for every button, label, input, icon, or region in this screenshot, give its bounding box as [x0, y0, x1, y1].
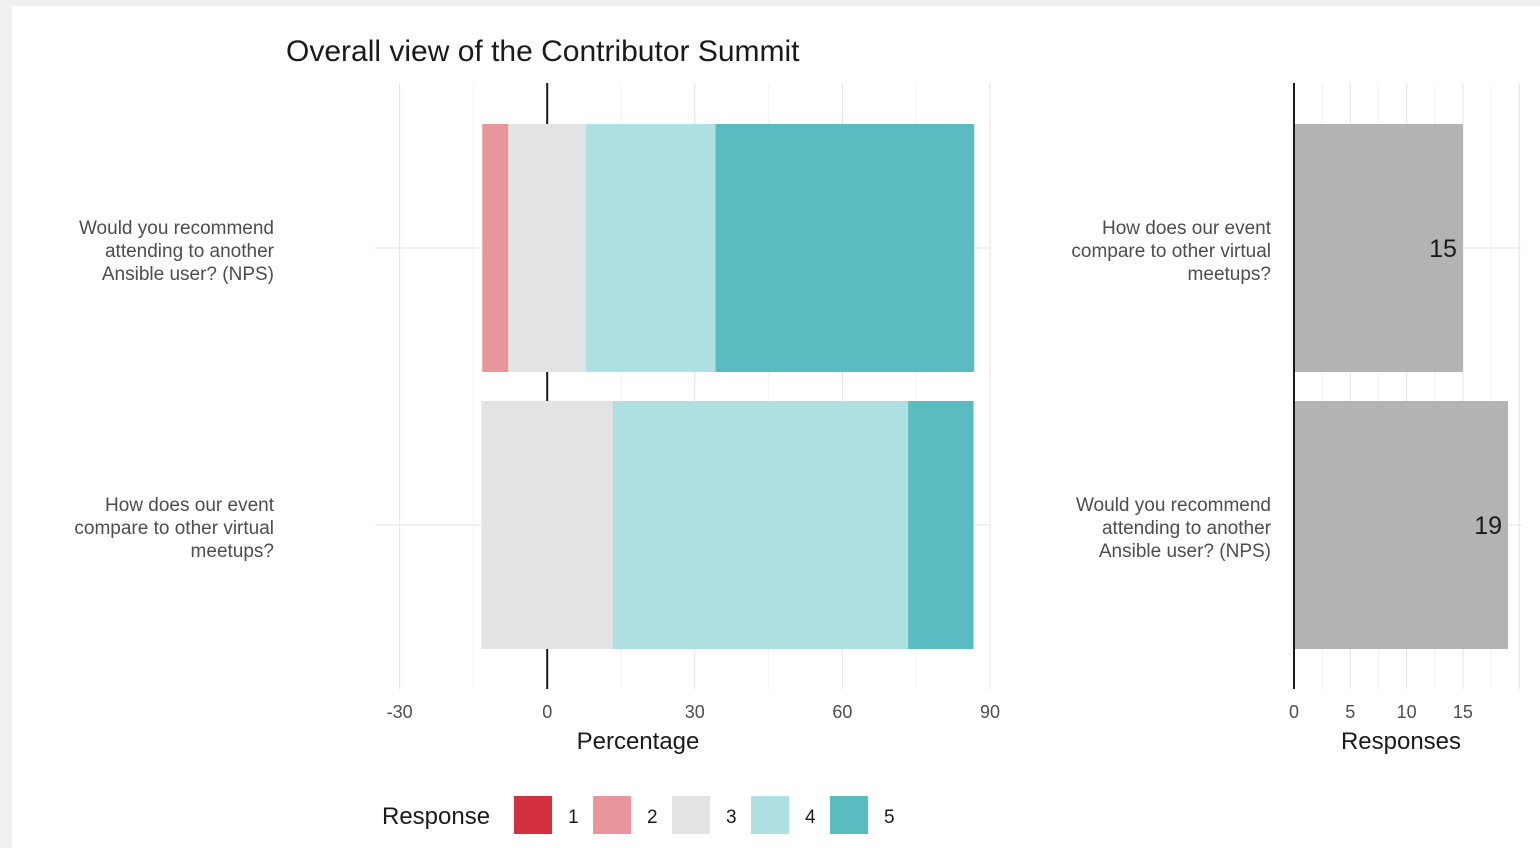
left-x-tick-label: 30: [685, 702, 705, 722]
legend-label-4: 4: [805, 807, 816, 828]
response-count-label: 15: [1429, 235, 1457, 263]
legend-label-3: 3: [726, 807, 737, 828]
legend-key-3: [672, 796, 710, 834]
response-count-bar: [1294, 401, 1508, 649]
response-count-label: 19: [1474, 512, 1502, 540]
legend-label-5: 5: [884, 807, 895, 828]
legend-key-5: [830, 796, 868, 834]
left-axis: Would you recommend attending to another A…: [74, 218, 1000, 722]
legend-key-1: [514, 796, 552, 834]
right-axis: How does our event compare to other virtu…: [1071, 83, 1473, 722]
legend-label-1: 1: [568, 807, 579, 828]
legend-title: Response: [382, 803, 490, 830]
left-x-tick-label: -30: [387, 702, 413, 722]
right-x-tick-label: 10: [1397, 702, 1417, 722]
left-stacked-bars: [481, 124, 975, 649]
bar-segment-response-2: [482, 124, 509, 372]
left-x-tick-label: 0: [542, 702, 552, 722]
left-category-label: How does our event compare to other virtu…: [74, 495, 274, 562]
chart-title: Overall view of the Contributor Summit: [286, 35, 800, 68]
legend-key-2: [593, 796, 631, 834]
bar-segment-response-5: [715, 124, 975, 372]
bar-segment-response-3: [481, 401, 613, 649]
left-category-label: Would you recommend attending to another A…: [79, 218, 275, 285]
chart-canvas: Would you recommend attending to another A…: [12, 6, 1540, 848]
right-x-tick-label: 15: [1453, 702, 1473, 722]
bar-segment-response-4: [612, 401, 909, 649]
bar-segment-response-4: [586, 124, 716, 372]
left-x-tick-label: 90: [980, 702, 1000, 722]
chart-svg: Would you recommend attending to another A…: [74, 35, 1522, 834]
right-category-label: How does our event compare to other virtu…: [1071, 218, 1271, 285]
legend: Response 1 2 3 4 5: [382, 796, 895, 834]
bar-segment-response-3: [508, 124, 587, 372]
legend-key-4: [751, 796, 789, 834]
right-x-axis-label: Responses: [1341, 728, 1461, 755]
left-x-tick-label: 60: [832, 702, 852, 722]
right-x-tick-label: 5: [1345, 702, 1355, 722]
legend-label-2: 2: [647, 807, 658, 828]
left-x-axis-label: Percentage: [577, 728, 700, 755]
response-count-bar: [1294, 124, 1463, 372]
right-category-label: Would you recommend attending to another A…: [1076, 495, 1272, 562]
bar-segment-response-5: [908, 401, 974, 649]
right-x-tick-label: 0: [1289, 702, 1299, 722]
